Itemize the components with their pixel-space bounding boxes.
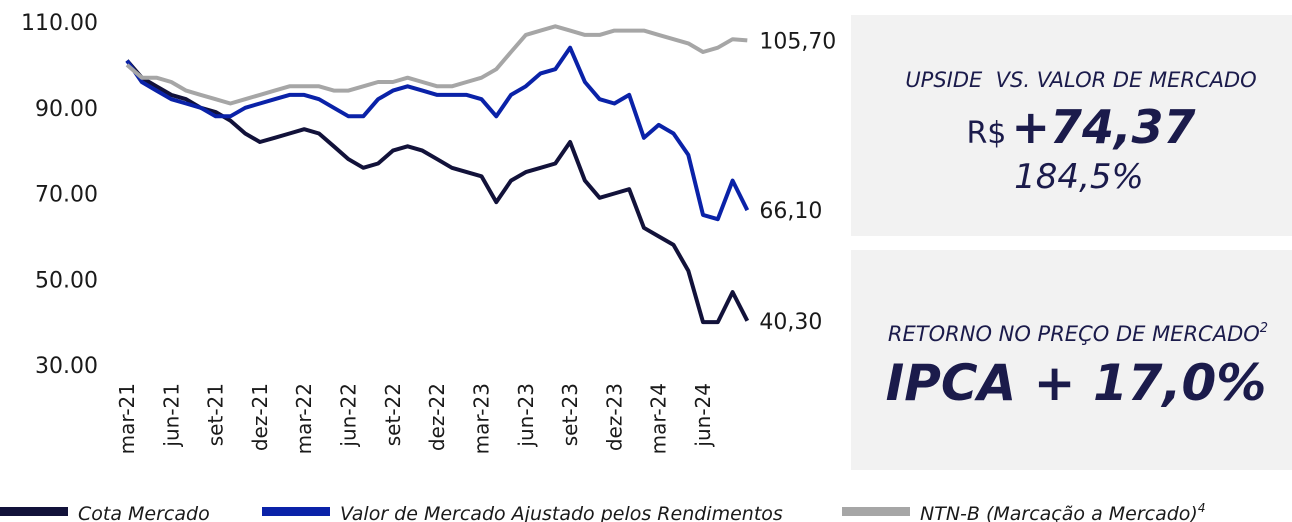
series-line (125, 24, 748, 106)
y-tick-label: 110.00 (21, 11, 98, 36)
footnote: 2 (1260, 321, 1268, 336)
return-panel (851, 250, 1292, 470)
legend-name: Valor de Mercado Ajustado pelos Rendimen… (340, 503, 783, 522)
end-label: 105,70 (759, 29, 836, 54)
x-tick-label: set-23 (558, 383, 582, 446)
x-tick-label: set-22 (381, 383, 405, 446)
end-label: 66,10 (759, 199, 822, 224)
legend-entry: Valor de Mercado Ajustado pelos Rendimen… (340, 503, 783, 522)
legend-swatch (262, 507, 330, 516)
x-tick-label: mar-24 (647, 383, 671, 454)
footnote: 4 (1198, 501, 1206, 515)
end-label: 40,30 (759, 310, 822, 335)
panel-title: RETORNO NO PREÇO DE MERCADO2 (888, 321, 1268, 346)
legend-swatch (842, 507, 910, 516)
panel-value-line: R$ +74,37 (966, 100, 1195, 154)
x-tick-label: dez-21 (248, 383, 272, 451)
legend-entry: Cota Mercado (78, 503, 210, 522)
panel-title: UPSIDE VS. VALOR DE MERCADO (905, 68, 1256, 92)
legend-entry: NTN-B (Marcação a Mercado)4 (920, 501, 1205, 522)
y-tick-label: 90.00 (35, 97, 98, 122)
series-line (125, 59, 750, 325)
x-tick-label: jun-21 (159, 383, 183, 448)
upside-value: +74,37 (1011, 100, 1195, 154)
panel-title-text: RETORNO NO PREÇO DE MERCADO (888, 322, 1260, 346)
y-tick-label: 50.00 (35, 268, 98, 293)
series-line (125, 45, 750, 222)
x-tick-label: mar-22 (292, 383, 316, 454)
legend-name: Cota Mercado (78, 503, 210, 522)
upside-panel (851, 15, 1292, 236)
x-tick-label: jun-23 (514, 383, 538, 448)
currency: R$ (966, 116, 1006, 151)
upside-percent: 184,5% (1014, 157, 1144, 197)
y-tick-label: 70.00 (35, 183, 98, 208)
return-value: IPCA + 17,0% (886, 354, 1267, 412)
x-tick-label: mar-21 (115, 383, 139, 454)
x-tick-label: jun-24 (691, 383, 715, 448)
x-tick-label: set-21 (204, 383, 228, 446)
legend-name: NTN-B (Marcação a Mercado) (920, 503, 1198, 522)
legend-swatch (0, 507, 68, 516)
chart: 30.00 50.00 70.00 90.00 110.00 mar-21 jun-21 se… (0, 11, 1205, 522)
x-tick-label: jun-22 (337, 383, 361, 448)
x-tick-label: mar-23 (469, 383, 493, 454)
x-tick-label: dez-22 (425, 383, 449, 451)
y-tick-label: 30.00 (35, 354, 98, 379)
x-tick-label: dez-23 (602, 383, 626, 451)
